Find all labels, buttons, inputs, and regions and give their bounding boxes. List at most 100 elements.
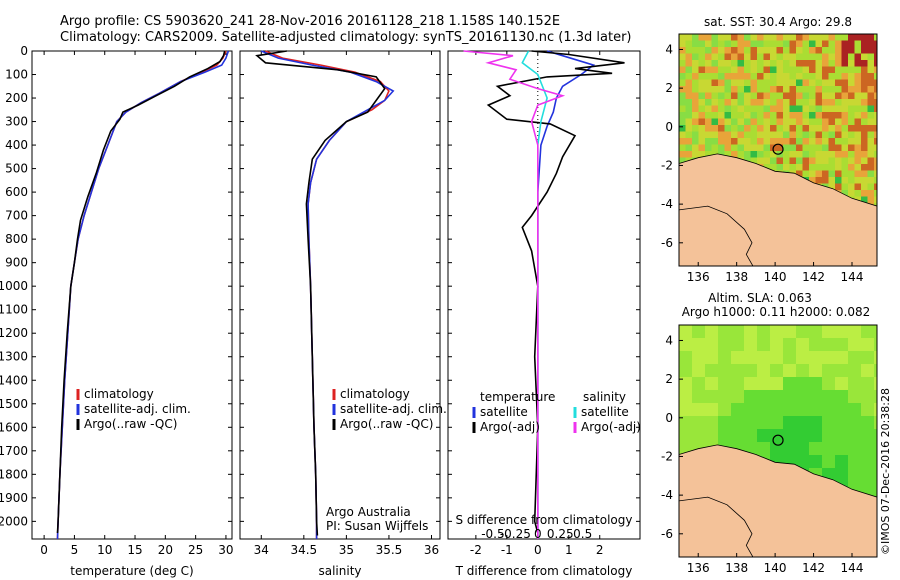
map-cell [815, 73, 823, 80]
map-cell [750, 131, 758, 139]
map-cell [705, 73, 712, 80]
map-cell [835, 364, 849, 378]
x-tick-label-top: 0 [534, 527, 542, 541]
map-cell [835, 60, 842, 67]
legend-label: Argo(-adj) [480, 420, 540, 434]
map-cell [757, 442, 771, 456]
map-cell [757, 351, 771, 365]
map-cell [763, 34, 771, 41]
map-cell [841, 131, 849, 139]
map-cell [763, 53, 771, 61]
map-cell [718, 99, 725, 106]
map-cell [861, 481, 875, 495]
map-cell [757, 151, 764, 158]
map-cell [815, 118, 823, 126]
map-cell [828, 118, 836, 126]
map-cell [757, 112, 764, 119]
map-cell [744, 377, 758, 391]
map-cell [698, 138, 706, 145]
map-cell [737, 34, 745, 41]
map-cell [776, 60, 784, 67]
map-cell [692, 151, 699, 158]
map-cell [815, 60, 823, 67]
y-tick-label: 800 [5, 232, 28, 246]
map-cell [757, 92, 764, 100]
map-cell [789, 47, 797, 54]
map-cell [867, 79, 875, 87]
map-cell [796, 34, 803, 41]
map-cell [796, 138, 803, 145]
map-cell [841, 99, 849, 106]
map-cell [815, 34, 823, 41]
map-cell [861, 92, 868, 100]
map-cell [770, 338, 784, 352]
map-cell [731, 73, 738, 80]
map-cell [679, 86, 686, 93]
map-cell [685, 92, 693, 100]
map-cell [783, 151, 790, 158]
map-cell [783, 66, 790, 74]
y-tick-label: 1300 [0, 350, 28, 364]
map-cell [789, 79, 797, 87]
map-cell [809, 92, 816, 100]
map-cell [757, 377, 771, 391]
map-sst_map: 136 138 140 142 144 4 2 0 -2 -4 -6 [661, 33, 878, 284]
map-cell [718, 131, 725, 139]
map-cell [776, 157, 784, 165]
map-cell [731, 151, 738, 158]
map-cell [789, 144, 797, 152]
map-cell [744, 429, 758, 443]
map-cell [692, 364, 706, 378]
map-cell [744, 403, 758, 417]
legend-title-salinity: salinity [583, 390, 626, 404]
map-cell [835, 79, 842, 87]
plot-frame [239, 50, 441, 540]
map-cell [802, 99, 810, 106]
map-cell [783, 164, 790, 171]
map-cell [731, 138, 738, 145]
map-cell [822, 325, 836, 339]
map-cell [724, 53, 732, 61]
y-tick-label: 400 [5, 138, 28, 152]
map-cell [744, 105, 751, 113]
map-cell [822, 112, 829, 119]
map-cell [796, 429, 810, 443]
map-cell [679, 138, 686, 145]
map-cell [854, 99, 862, 106]
map-cell [724, 131, 732, 139]
map-cell [822, 131, 829, 139]
map-cell [841, 144, 849, 152]
map-cell [874, 416, 877, 430]
map-cell [776, 138, 784, 145]
map-cell [744, 138, 751, 145]
map-cell [718, 79, 725, 87]
map-cell [718, 73, 725, 80]
map-cell [724, 47, 732, 54]
map-cell [685, 34, 693, 41]
map-cell [783, 138, 790, 145]
map-cell [828, 157, 836, 165]
y-tick-label: 300 [5, 115, 28, 129]
map-cell [861, 125, 868, 132]
map-cell [679, 125, 686, 132]
map-cell [841, 105, 849, 113]
map-cell [841, 138, 849, 145]
map-cell [685, 40, 693, 48]
map-cell [861, 86, 868, 93]
map-cell [711, 40, 719, 48]
map-cell [698, 92, 706, 100]
map-cell [698, 53, 706, 61]
map-cell [809, 34, 816, 41]
map-cell [679, 377, 693, 391]
map-cell [809, 105, 816, 113]
x-tick-label-top: -0.25 [500, 527, 531, 541]
map-cell [835, 351, 849, 365]
map-cell [692, 390, 706, 404]
map-cell [737, 66, 745, 74]
map-cell [744, 86, 751, 93]
map-cell [737, 105, 745, 113]
map-cell [692, 131, 699, 139]
map-cell [822, 338, 836, 352]
map-cell [874, 442, 877, 456]
map-cell [835, 164, 842, 171]
